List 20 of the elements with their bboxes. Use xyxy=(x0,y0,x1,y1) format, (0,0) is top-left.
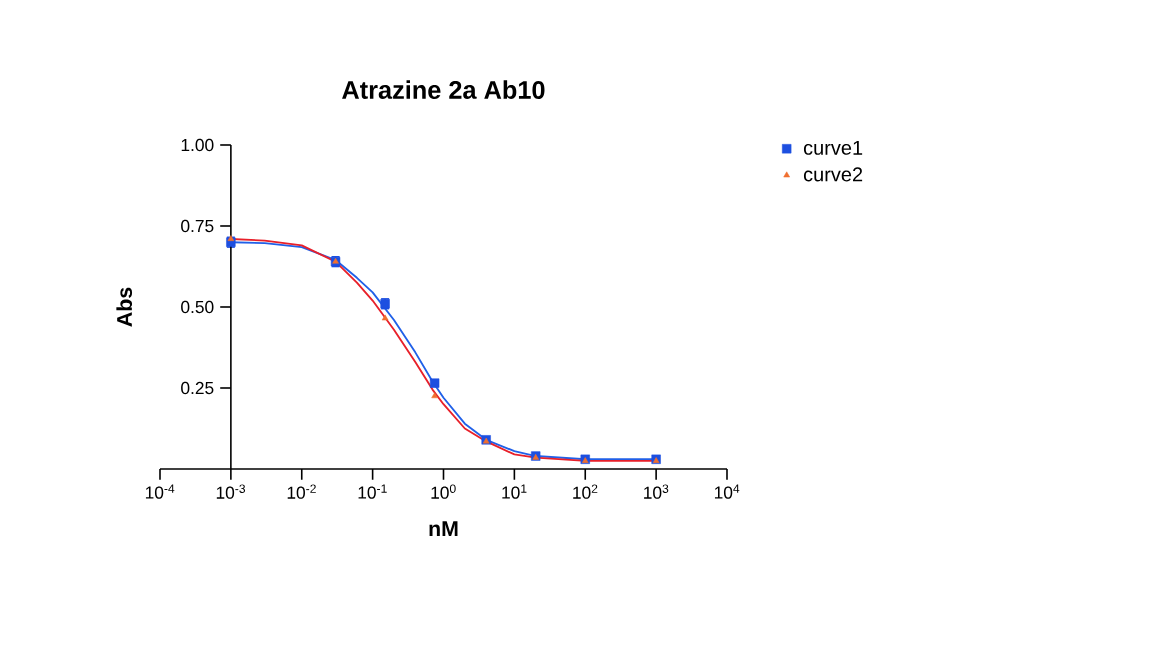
y-axis-title: Abs xyxy=(116,287,133,327)
chart-title: Atrazine 2a Ab10 xyxy=(342,80,545,99)
y-tick-label: 0.25 xyxy=(181,381,214,395)
point xyxy=(431,392,438,399)
x-tick-label: 10$^{4}$ xyxy=(714,484,740,499)
y-tick-label: 0.50 xyxy=(181,300,214,314)
legend-label: curve1 xyxy=(803,140,863,155)
x-tick-label: 10$^{0}$ xyxy=(431,484,456,499)
legend-label: curve2 xyxy=(803,167,863,182)
x-tick-label: 10$^{1}$ xyxy=(502,484,527,499)
x-tick-label: 10$^{-3}$ xyxy=(216,484,246,499)
x-tick-label: 10$^{2}$ xyxy=(573,484,598,499)
point xyxy=(381,314,389,321)
y-tick-label: 0.75 xyxy=(181,219,214,233)
x-axis-title: nM xyxy=(429,521,458,536)
x-tick-label: 10$^{-4}$ xyxy=(145,484,175,499)
x-tick-label: 10$^{-2}$ xyxy=(287,484,316,499)
x-tick-label: 10$^{-1}$ xyxy=(358,484,387,499)
x-tick-label: 10$^{3}$ xyxy=(644,484,669,499)
y-tick-label: 1.00 xyxy=(181,138,214,152)
